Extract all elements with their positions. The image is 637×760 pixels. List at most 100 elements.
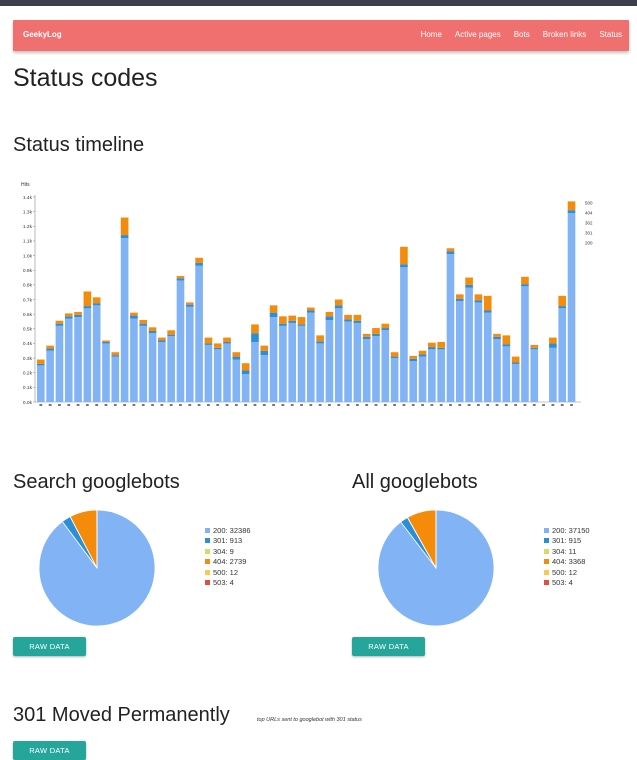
bar-segment-200[interactable] bbox=[307, 313, 315, 402]
bar-segment-200[interactable] bbox=[475, 302, 483, 402]
bar-segment-301[interactable] bbox=[139, 324, 147, 326]
bar-segment-200[interactable] bbox=[65, 319, 73, 402]
bar-segment-200[interactable] bbox=[484, 313, 492, 402]
bar-segment-200[interactable] bbox=[344, 321, 352, 402]
bar-segment-404[interactable] bbox=[549, 338, 557, 344]
bar-segment-301[interactable] bbox=[335, 305, 343, 308]
bar-segment-404[interactable] bbox=[177, 276, 185, 278]
search-raw-data-button[interactable]: RAW DATA bbox=[13, 637, 86, 656]
bar-segment-301[interactable] bbox=[242, 371, 250, 375]
bar-segment-301[interactable] bbox=[503, 344, 511, 346]
bar-segment-200[interactable] bbox=[503, 346, 511, 402]
bar-segment-404[interactable] bbox=[158, 338, 166, 341]
bar-segment-404[interactable] bbox=[400, 247, 408, 265]
moved-raw-data-button[interactable]: RAW DATA bbox=[13, 741, 86, 760]
bar-segment-404[interactable] bbox=[428, 343, 436, 347]
bar-segment-404[interactable] bbox=[344, 315, 352, 319]
bar-segment-404[interactable] bbox=[456, 294, 464, 298]
bar-segment-404[interactable] bbox=[84, 291, 92, 306]
bar-segment-404[interactable] bbox=[530, 345, 538, 348]
bar-segment-301[interactable] bbox=[419, 354, 427, 356]
bar-segment-301[interactable] bbox=[549, 343, 557, 347]
bar-segment-404[interactable] bbox=[503, 335, 511, 344]
bar-segment-404[interactable] bbox=[354, 315, 362, 321]
bar-segment-301[interactable] bbox=[149, 331, 157, 333]
bar-segment-301[interactable] bbox=[400, 264, 408, 267]
bar-segment-404[interactable] bbox=[279, 316, 287, 323]
bar-segment-200[interactable] bbox=[93, 305, 101, 402]
bar-segment-301[interactable] bbox=[177, 278, 185, 280]
bar-segment-301[interactable] bbox=[465, 285, 473, 288]
bar-segment-301[interactable] bbox=[437, 348, 445, 349]
bar-segment-200[interactable] bbox=[84, 308, 92, 402]
bar-segment-404[interactable] bbox=[326, 312, 334, 316]
bar-segment-200[interactable] bbox=[372, 336, 380, 402]
bar-segment-200[interactable] bbox=[205, 345, 213, 402]
bar-segment-200[interactable] bbox=[74, 317, 82, 402]
bar-segment-404[interactable] bbox=[111, 352, 119, 355]
bar-segment-301[interactable] bbox=[251, 333, 259, 342]
bar-segment-301[interactable] bbox=[298, 324, 306, 325]
bar-segment-404[interactable] bbox=[139, 320, 147, 324]
bar-segment-301[interactable] bbox=[558, 306, 566, 308]
bar-segment-404[interactable] bbox=[298, 317, 306, 324]
bar-segment-200[interactable] bbox=[121, 238, 129, 402]
bar-segment-200[interactable] bbox=[139, 326, 147, 402]
bar-segment-301[interactable] bbox=[167, 335, 175, 336]
bar-segment-200[interactable] bbox=[456, 301, 464, 402]
bar-segment-404[interactable] bbox=[65, 313, 73, 316]
bar-segment-301[interactable] bbox=[74, 315, 82, 317]
bar-segment-200[interactable] bbox=[260, 355, 268, 402]
bar-segment-200[interactable] bbox=[558, 308, 566, 402]
bar-segment-404[interactable] bbox=[521, 277, 529, 284]
bar-segment-404[interactable] bbox=[233, 352, 241, 356]
bar-segment-404[interactable] bbox=[260, 346, 268, 351]
bar-segment-301[interactable] bbox=[530, 348, 538, 349]
bar-segment-404[interactable] bbox=[465, 278, 473, 285]
bar-segment-200[interactable] bbox=[167, 336, 175, 402]
bar-segment-301[interactable] bbox=[260, 351, 268, 355]
bar-segment-404[interactable] bbox=[558, 296, 566, 306]
bar-segment-200[interactable] bbox=[326, 320, 334, 402]
bar-segment-301[interactable] bbox=[372, 334, 380, 336]
bar-segment-200[interactable] bbox=[521, 286, 529, 402]
bar-segment-404[interactable] bbox=[37, 360, 45, 364]
bar-segment-200[interactable] bbox=[242, 374, 250, 402]
bar-segment-301[interactable] bbox=[158, 341, 166, 342]
bar-segment-404[interactable] bbox=[167, 330, 175, 334]
nav-link-active-pages[interactable]: Active pages bbox=[455, 30, 501, 39]
bar-segment-301[interactable] bbox=[233, 357, 241, 360]
bar-segment-301[interactable] bbox=[354, 321, 362, 323]
bar-segment-404[interactable] bbox=[512, 357, 520, 363]
bar-segment-200[interactable] bbox=[149, 333, 157, 402]
bar-segment-200[interactable] bbox=[363, 339, 371, 402]
bar-segment-404[interactable] bbox=[437, 342, 445, 348]
bar-segment-301[interactable] bbox=[428, 347, 436, 349]
bar-segment-301[interactable] bbox=[93, 303, 101, 305]
bar-segment-200[interactable] bbox=[177, 280, 185, 402]
bar-segment-301[interactable] bbox=[381, 328, 389, 330]
bar-segment-200[interactable] bbox=[298, 326, 306, 402]
bar-segment-301[interactable] bbox=[186, 305, 194, 307]
bar-segment-200[interactable] bbox=[37, 365, 45, 402]
bar-segment-301[interactable] bbox=[111, 355, 119, 356]
bar-segment-200[interactable] bbox=[195, 266, 203, 402]
bar-segment-301[interactable] bbox=[223, 342, 231, 343]
bar-segment-200[interactable] bbox=[428, 349, 436, 402]
bar-segment-200[interactable] bbox=[56, 326, 64, 402]
bar-segment-200[interactable] bbox=[437, 349, 445, 402]
bar-segment-200[interactable] bbox=[186, 307, 194, 402]
bar-segment-301[interactable] bbox=[46, 349, 54, 351]
bar-segment-200[interactable] bbox=[251, 342, 259, 402]
bar-segment-404[interactable] bbox=[195, 258, 203, 263]
bar-segment-200[interactable] bbox=[111, 357, 119, 402]
bar-segment-404[interactable] bbox=[391, 352, 399, 356]
bar-segment-301[interactable] bbox=[288, 321, 296, 323]
bar-segment-301[interactable] bbox=[456, 299, 464, 301]
bar-segment-200[interactable] bbox=[46, 351, 54, 402]
bar-segment-200[interactable] bbox=[354, 323, 362, 402]
bar-segment-200[interactable] bbox=[158, 342, 166, 402]
bar-segment-200[interactable] bbox=[233, 360, 241, 402]
bar-segment-301[interactable] bbox=[84, 306, 92, 308]
bar-segment-301[interactable] bbox=[102, 342, 110, 343]
